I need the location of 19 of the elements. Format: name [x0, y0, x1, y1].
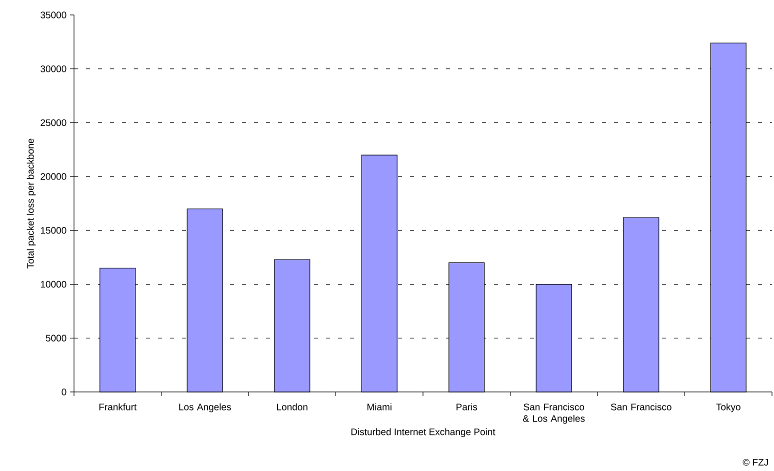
x-tick-label: London	[277, 403, 308, 410]
y-tick-label: 35000	[40, 12, 66, 18]
x-tick-label: Tokyo	[716, 403, 740, 412]
x-tick-label: San Francisco	[610, 403, 672, 410]
x-axis-title: Disturbed Internet Exchange Point	[351, 428, 496, 438]
text: © FZJ	[742, 458, 768, 466]
y-tick-label: 5000	[46, 334, 66, 342]
y-tick-label: 0	[62, 388, 66, 396]
y-tick-label: 15000	[40, 227, 66, 234]
x-tick-label: Miami	[367, 403, 392, 410]
x-tick-label: Los Angeles	[179, 403, 231, 412]
x-tick-label: Frankfurt	[99, 403, 137, 410]
y-tick-label: 25000	[40, 119, 66, 126]
y-tick-label: 30000	[40, 65, 66, 72]
y-tick-label: 20000	[40, 173, 66, 180]
y-tick-label: 10000	[40, 280, 66, 288]
y-axis-title: Total packet loss per backbone	[26, 138, 36, 268]
x-tick-label: San Francisco & Los Angeles	[523, 403, 585, 424]
x-tick-label: Paris	[456, 403, 478, 410]
